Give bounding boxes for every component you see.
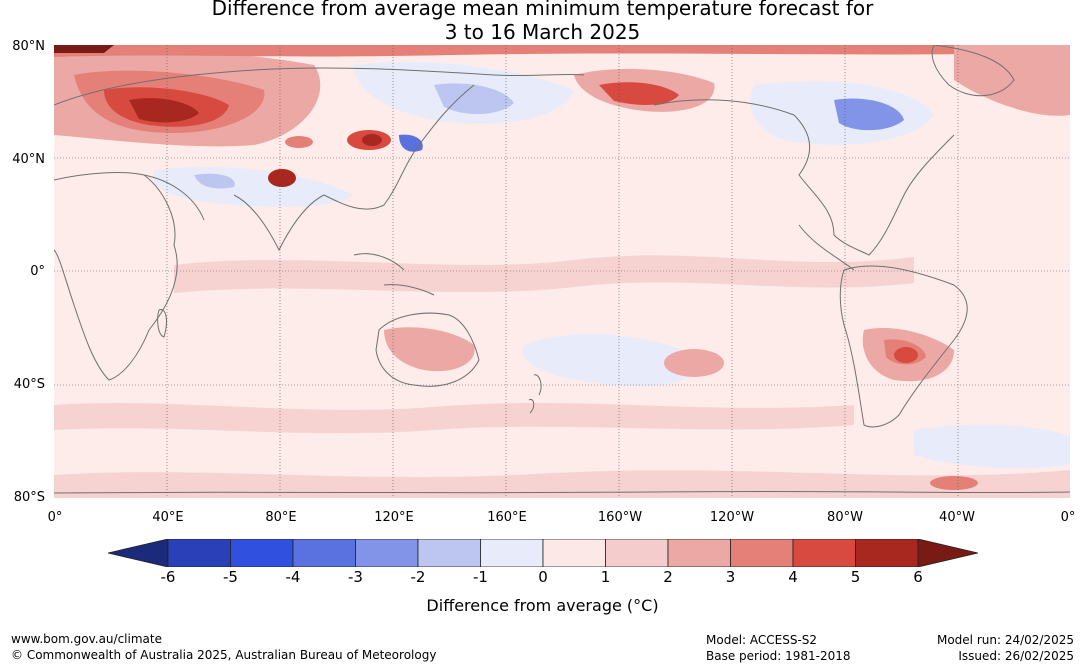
colorbar-label: Difference from average (°C) <box>426 596 659 615</box>
arctic-hot-corner <box>54 45 114 53</box>
colorbar-cell <box>542 539 606 567</box>
south-atlantic-cool-patch <box>914 424 1070 469</box>
lon-tick-160w: 160°W <box>597 510 643 525</box>
colorbar-cell <box>605 539 669 567</box>
map-title: Difference from average mean minimum tem… <box>0 0 1085 44</box>
siberia-cool-core <box>434 83 514 115</box>
graticule <box>54 45 1070 498</box>
colorbar-cell <box>730 539 794 567</box>
colorbar-tick-label: -3 <box>348 568 363 586</box>
footer-model: Model: ACCESS-S2 <box>706 633 818 647</box>
colorbar-cells <box>108 539 978 567</box>
lon-tick-40w: 40°W <box>939 510 975 525</box>
central-asia-warm-spot <box>285 136 313 148</box>
footer-issued: Issued: 26/02/2025 <box>958 649 1074 663</box>
africa-coastline <box>54 172 178 381</box>
colorbar-tick-label: 4 <box>788 568 798 586</box>
colorbar-cell <box>792 539 856 567</box>
colorbar-tick-label: -6 <box>160 568 176 586</box>
pacific-cool-patch <box>522 334 700 386</box>
new-zealand-coastline <box>528 374 542 414</box>
greenland-coastline <box>931 45 1015 97</box>
mongolia-hot-spot <box>362 134 382 146</box>
lon-tick-120e: 120°E <box>374 510 414 525</box>
colorbar-tick-label: 1 <box>600 568 611 586</box>
colorbar-cell <box>230 539 294 567</box>
south-pacific-warm-patch <box>664 349 724 377</box>
indonesia-coastline <box>353 253 435 296</box>
tibet-cool-core <box>194 173 235 189</box>
arctic-warm-edge <box>54 45 1070 57</box>
south-atlantic-warm-spot <box>930 476 978 490</box>
colorbar-cell <box>167 539 231 567</box>
eurasia-hot-center <box>129 98 199 123</box>
map-svg <box>54 45 1070 498</box>
colorbar-cell <box>855 539 919 567</box>
lon-tick-40e: 40°E <box>152 510 184 525</box>
lon-tick-160e: 160°E <box>487 510 527 525</box>
temperature-anomaly-map <box>54 45 1070 498</box>
south-america-warm-core <box>894 347 918 363</box>
lat-tick-40s: 40°S <box>13 377 45 392</box>
lon-tick-0-right: 0° <box>1060 510 1076 525</box>
lon-tick-0-left: 0° <box>47 510 63 525</box>
canada-cool-core <box>834 98 904 131</box>
north-america-coastline <box>653 99 955 256</box>
colorbar-tick-label: -1 <box>473 568 488 586</box>
australia-warm-region <box>384 327 475 372</box>
madagascar-coastline <box>157 309 167 338</box>
footer-model-run: Model run: 24/02/2025 <box>936 633 1074 647</box>
south-asia-coastline <box>143 174 325 252</box>
colorbar-tick-label: -5 <box>223 568 238 586</box>
eurasia-north-coastline <box>54 67 585 106</box>
south-america-coastline <box>839 265 968 428</box>
colorbar-cell <box>417 539 481 567</box>
southern-midlat-warm-band <box>54 403 854 434</box>
footer-site: www.bom.gov.au/climate <box>11 632 162 646</box>
colorbar-tick-label: 6 <box>913 568 923 586</box>
title-line-2: 3 to 16 March 2025 <box>444 20 641 44</box>
footer-base-period: Base period: 1981-2018 <box>706 649 851 663</box>
colorbar-cell <box>355 539 419 567</box>
title-line-1: Difference from average mean minimum tem… <box>211 0 874 20</box>
colorbar-cell <box>480 539 544 567</box>
colorbar-tick-label: 0 <box>538 568 548 586</box>
lat-tick-80n: 80°N <box>12 39 45 54</box>
central-america-coastline <box>798 224 855 271</box>
north-atlantic-warm <box>954 45 1070 116</box>
colorbar-cell <box>667 539 731 567</box>
lon-tick-120w: 120°W <box>709 510 755 525</box>
colorbar-tick-label: 3 <box>725 568 736 586</box>
lat-tick-80s: 80°S <box>13 490 45 505</box>
colorbar-extend-low <box>108 539 169 567</box>
coastlines <box>54 45 1070 494</box>
east-asia-coastline <box>323 84 475 210</box>
tibet-hot-spot <box>268 169 296 187</box>
southern-ocean-warm-band <box>54 470 1070 498</box>
footer-copyright: © Commonwealth of Australia 2025, Austra… <box>11 648 437 662</box>
antarctica-coastline <box>54 490 1070 494</box>
colorbar <box>108 539 978 567</box>
colorbar-tick-label: -4 <box>285 568 301 586</box>
australia-coastline <box>375 312 480 387</box>
lat-tick-40n: 40°N <box>12 152 45 167</box>
colorbar-tick-label: 2 <box>663 568 673 586</box>
colorbar-tick-label: -2 <box>410 568 426 586</box>
lat-tick-0: 0° <box>30 264 45 279</box>
lon-tick-80w: 80°W <box>827 510 863 525</box>
tropical-warm-band <box>174 255 914 293</box>
colorbar-cell <box>292 539 356 567</box>
lon-tick-80e: 80°E <box>265 510 297 525</box>
colorbar-tick-label: 5 <box>850 568 861 586</box>
colorbar-extend-high <box>917 539 978 567</box>
